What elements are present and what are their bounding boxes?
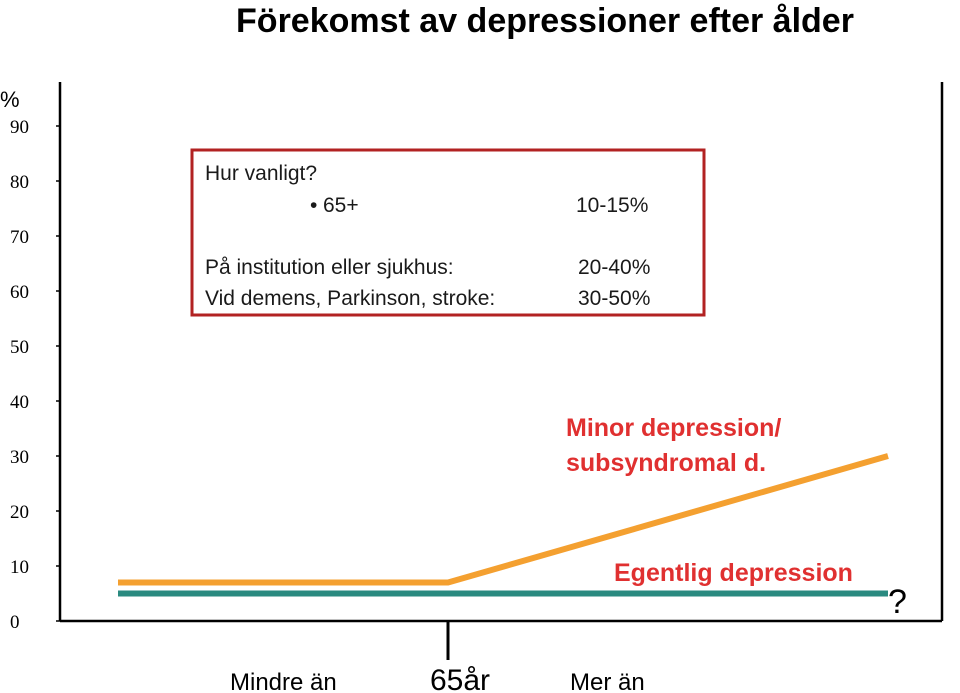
- x-label-right: Mer än: [570, 669, 645, 693]
- series-label: Egentlig depression: [614, 559, 853, 587]
- y-tick-label: 30: [10, 447, 29, 468]
- annotation-box: Hur vanligt? • 65+ 10-15% På institution…: [190, 148, 706, 317]
- annotation-bullet-label: 65+: [323, 194, 359, 217]
- bullet-icon: •: [310, 194, 317, 217]
- y-tick-label: 40: [10, 392, 29, 413]
- series-label: Minor depression/: [566, 414, 781, 442]
- annotation-row-value: 20-40%: [578, 256, 650, 279]
- x-label-center: 65år: [430, 664, 490, 693]
- end-question-mark: ?: [888, 583, 907, 621]
- annotation-box-border: [190, 148, 706, 317]
- y-tick-label: 50: [10, 337, 29, 358]
- y-axis-label: %: [0, 87, 20, 112]
- y-tick-label: 90: [10, 117, 29, 138]
- y-tick-label: 0: [10, 612, 20, 633]
- x-label-left: Mindre än: [230, 669, 337, 693]
- y-tick-label: 20: [10, 502, 29, 523]
- series-label: subsyndromal d.: [566, 449, 766, 477]
- annotation-heading: Hur vanligt?: [205, 162, 317, 185]
- y-tick-label: 60: [10, 282, 29, 303]
- annotation-row-value: 30-50%: [578, 287, 650, 310]
- y-tick-label: 70: [10, 227, 29, 248]
- annotation-row-label: På institution eller sjukhus:: [205, 256, 454, 279]
- series-line: [118, 453, 889, 586]
- y-tick-label: 10: [10, 557, 29, 578]
- series-group: [118, 453, 889, 597]
- chart-title: Förekomst av depressioner efter ålder: [236, 2, 854, 40]
- y-tick-label: 80: [10, 172, 29, 193]
- annotation-bullet-value: 10-15%: [576, 194, 648, 217]
- y-tick-group: 0 10 20 30 40 50 60 70 80 90: [10, 117, 60, 633]
- annotation-row-label: Vid demens, Parkinson, stroke:: [205, 287, 495, 310]
